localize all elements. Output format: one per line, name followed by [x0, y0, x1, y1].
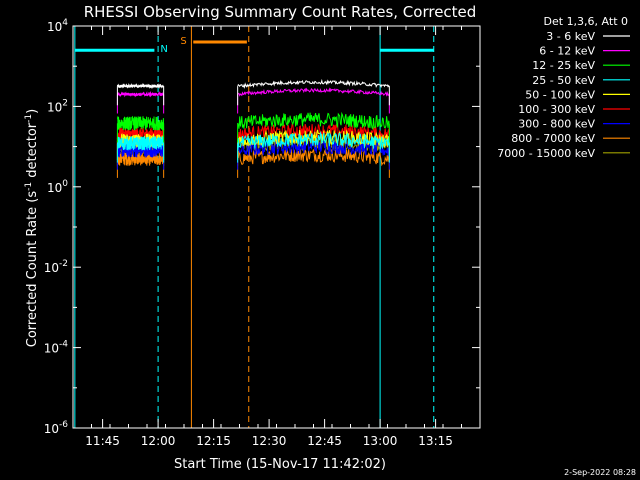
series-line: [237, 87, 390, 97]
legend-entry: 7000 - 15000 keV: [497, 147, 630, 160]
y-tick-label: 104: [47, 18, 68, 34]
legend-label: 50 - 100 keV: [525, 88, 595, 101]
y-axis-label: Corrected Count Rate (s-1 detector-1): [24, 109, 40, 347]
y-tick-label: 10-4: [44, 340, 69, 356]
y-tick-label: 10-6: [44, 420, 69, 436]
series-line: [237, 78, 390, 90]
series-line: [237, 111, 390, 130]
series-12-25-kev: [116, 111, 390, 143]
legend-entry: 3 - 6 keV: [546, 30, 630, 43]
event-label: S: [180, 36, 186, 47]
legend-label: 3 - 6 keV: [546, 30, 595, 43]
event-s: S: [180, 26, 250, 428]
series-line: [237, 130, 390, 151]
legend-title: Det 1,3,6, Att 0: [544, 15, 628, 28]
series-line: [116, 82, 165, 89]
x-tick-label: 12:00: [141, 434, 176, 448]
legend-entry: 12 - 25 keV: [532, 59, 630, 72]
legend-entry: 300 - 800 keV: [518, 118, 630, 131]
legend-entry: 25 - 50 keV: [532, 74, 630, 87]
legend-entry: 6 - 12 keV: [539, 45, 630, 58]
y-tick-label: 10-2: [44, 259, 68, 275]
y-tick-label: 100: [47, 179, 68, 195]
footer-date: 2-Sep-2022 08:28: [564, 468, 636, 477]
legend-label: 100 - 300 keV: [518, 103, 595, 116]
x-tick-label: 11:45: [85, 434, 120, 448]
x-tick-label: 12:15: [196, 434, 231, 448]
legend-entry: 100 - 300 keV: [518, 103, 630, 116]
y-tick-label: 102: [47, 98, 68, 114]
series-line: [116, 136, 165, 151]
series-line: [117, 115, 165, 131]
series-line: [116, 90, 165, 98]
series-25-50-kev: [116, 130, 390, 163]
legend-entry: 50 - 100 keV: [525, 88, 630, 101]
event-label: N: [160, 44, 167, 55]
x-axis-label: Start Time (15-Nov-17 11:42:02): [174, 457, 386, 472]
x-tick-label: 12:30: [252, 434, 287, 448]
x-tick-label: 13:15: [418, 434, 453, 448]
series-line: [237, 148, 390, 167]
legend-label: 7000 - 15000 keV: [497, 147, 595, 160]
legend-label: 12 - 25 keV: [532, 59, 595, 72]
event-n: N: [74, 26, 435, 428]
x-tick-label: 12:45: [307, 434, 342, 448]
legend-entry: 800 - 7000 keV: [511, 132, 630, 145]
legend-label: 6 - 12 keV: [539, 45, 595, 58]
series-3-6-kev: [116, 78, 390, 106]
chart-title: RHESSI Observing Summary Count Rates, Co…: [84, 3, 477, 21]
x-tick-label: 13:00: [363, 434, 398, 448]
legend-label: 300 - 800 keV: [518, 118, 595, 131]
legend-label: 25 - 50 keV: [532, 74, 595, 87]
legend-label: 800 - 7000 keV: [511, 132, 595, 145]
